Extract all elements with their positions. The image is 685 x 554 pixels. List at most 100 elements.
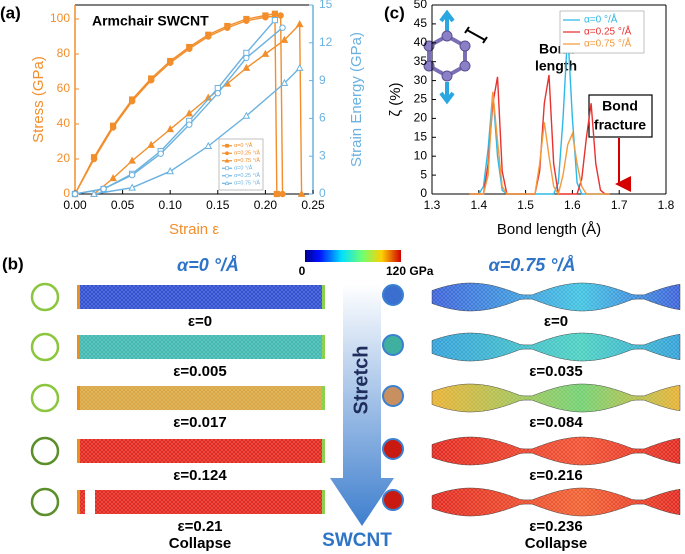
legend-label: α=0.25 °/Å [584,25,632,38]
tube-end [77,439,80,463]
tube-end [77,335,80,359]
row-label: ε=0.084 [529,414,583,431]
marker [128,183,136,191]
cross-section [30,383,60,413]
marker [297,189,306,197]
legend-marker [224,158,230,163]
marker [167,59,174,66]
y-tick-label: 30 [414,73,428,87]
marker [277,12,284,19]
legend-label: α=0 °/Å [234,142,253,149]
chart-title: Armchair SWCNT [92,13,209,29]
y2-axis-label: Strain Energy (GPa) [348,32,365,167]
x-tick-label: 0.25 [301,198,325,212]
tube-end [322,439,325,463]
marker [214,90,222,97]
y-tick-label: 10 [414,148,428,162]
marker [128,98,136,105]
marker [295,19,304,28]
annotation: length [535,58,577,74]
y-tick-label: 5 [420,167,427,181]
y-tick-label: 0 [63,186,70,200]
tube-end [322,490,325,514]
tube [77,285,325,309]
cross-section [382,438,404,460]
x-axis-label: Bond length (Å) [497,221,601,238]
marker [147,77,155,84]
x-tick-label: 0.05 [111,198,135,212]
x-tick-label: 0.15 [206,198,230,212]
marker [186,121,193,128]
panel-label: (b) [2,254,24,273]
marker [90,189,98,197]
y-tick-label: 20 [57,151,71,165]
x-tick-label: 1.8 [658,198,675,212]
tube-mesh [78,285,325,309]
marker [243,54,250,62]
cross-section [30,436,60,466]
colorbar-label: 0 [299,264,306,278]
twisted-mesh [432,488,680,516]
y-tick-label: 100 [50,11,70,25]
x-tick-label: 0.10 [159,198,183,212]
y-axis-label: Stress (GPa) [30,56,47,143]
y2-tick-label: 9 [319,73,326,87]
legend-label: α=0 °/Å [234,165,253,172]
cross-section [382,489,404,511]
x-tick-label: 1.5 [517,198,534,212]
twisted-mesh [432,437,680,465]
y-tick-label: 60 [57,81,71,95]
tube-mesh [78,335,325,359]
legend-label: α=0.25 °/Å [234,172,260,179]
twisted-mesh [432,384,680,412]
stretch-arrow [330,284,394,526]
marker [166,124,175,133]
y-axis-label: ζ (%) [387,82,404,116]
row-note: Collapse [525,535,588,552]
marker [242,111,251,119]
tube [77,439,325,463]
cross-section [30,487,60,517]
marker [109,173,117,182]
row-label: ε=0.017 [173,414,226,431]
marker [109,124,117,131]
y-tick-label: 45 [414,16,428,30]
marker [128,171,136,179]
marker [71,190,79,198]
cross-section [30,282,60,312]
x-tick-label: 1.7 [611,198,628,212]
legend-label: α=0 °/Å [584,13,618,26]
x-axis-label: Strain ε [169,221,219,238]
tube-end [77,285,80,309]
y-tick-label: 15 [414,129,428,143]
colorbar-label: 120 GPa [386,264,434,278]
y-tick-label: 80 [57,46,71,60]
y-tick-label: 25 [414,92,428,106]
x-tick-label: 1.4 [470,198,487,212]
marker [295,63,304,71]
marker [243,49,250,56]
marker [262,14,269,21]
tube-mesh [78,490,325,514]
tube [77,490,325,514]
twisted-mesh [432,283,680,311]
marker [186,45,193,52]
marker [280,78,289,87]
column-title: α=0 °/Å [177,255,239,275]
annotation-box [588,94,653,138]
tube-end [77,490,80,514]
marker [100,185,107,193]
y2-tick-label: 6 [319,111,326,125]
legend-marker [225,143,229,148]
marker [261,49,270,57]
x-tick-label: 1.3 [424,198,441,212]
row-label: ε=0.005 [173,363,226,380]
legend-label: α=0.75 °/Å [584,37,632,50]
arrow-label: Stretch [350,346,372,415]
marker [271,17,279,24]
row-label: ε=0.21 [177,518,222,535]
molecule-icon [423,9,488,105]
marker [242,63,251,71]
legend-marker [224,180,230,185]
tube-mesh [78,439,325,463]
